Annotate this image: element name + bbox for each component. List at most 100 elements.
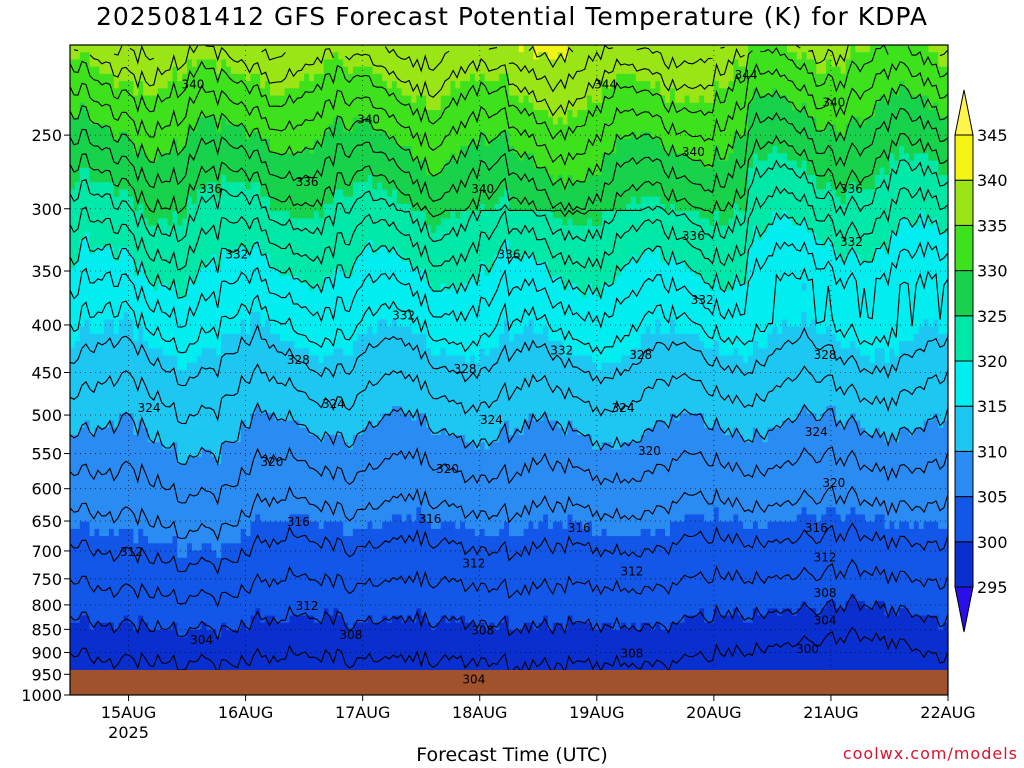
field-cell [767, 66, 773, 75]
field-cell [74, 146, 81, 154]
field-cell [933, 211, 939, 219]
field-cell [855, 225, 861, 234]
field-cell [582, 160, 588, 169]
field-cell [484, 146, 491, 154]
field-cell [460, 211, 466, 219]
field-cell [167, 240, 174, 248]
field-cell [655, 240, 661, 248]
field-cell [538, 45, 544, 53]
field-cell [723, 73, 730, 82]
field-cell [767, 211, 773, 219]
field-cell [523, 240, 530, 248]
field-cell [143, 81, 149, 89]
field-cell [826, 167, 832, 176]
field-cell [830, 124, 837, 133]
field-cell [757, 138, 764, 147]
field-cell [352, 160, 359, 169]
field-cell [830, 138, 837, 147]
field-cell [704, 95, 710, 104]
field-cell [304, 182, 310, 191]
field-cell [89, 182, 95, 191]
field-cell [782, 81, 788, 89]
field-cell [74, 59, 81, 68]
field-cell [89, 240, 95, 248]
field-cell [221, 189, 227, 198]
field-cell [411, 117, 417, 126]
field-cell [235, 225, 242, 234]
field-cell [128, 232, 135, 241]
field-cell [138, 225, 144, 234]
field-cell [187, 138, 193, 147]
field-cell [679, 66, 686, 75]
field-cell [235, 59, 242, 68]
field-cell [865, 160, 871, 169]
field-cell [109, 88, 115, 97]
field-cell [879, 73, 886, 82]
field-cell [479, 102, 486, 111]
field-cell [382, 110, 388, 118]
field-cell [352, 95, 359, 104]
field-cell [621, 138, 627, 147]
field-cell [182, 203, 188, 212]
field-cell [338, 167, 344, 176]
field-cell [109, 225, 115, 234]
field-cell [318, 117, 325, 126]
field-cell [245, 45, 252, 53]
field-cell [206, 211, 213, 219]
field-cell [138, 110, 144, 118]
field-cell [757, 59, 764, 68]
field-cell [309, 117, 315, 126]
field-cell [728, 95, 734, 104]
field-cell [908, 153, 915, 162]
field-cell [274, 110, 281, 118]
field-cell [289, 102, 295, 111]
field-cell [299, 218, 305, 227]
field-cell [660, 146, 666, 154]
field-cell [548, 167, 554, 176]
field-cell [323, 73, 330, 82]
field-cell [645, 59, 652, 68]
field-cell [543, 203, 549, 212]
field-cell [591, 131, 598, 140]
field-cell [411, 102, 417, 111]
field-cell [640, 138, 647, 147]
field-cell [655, 45, 661, 53]
field-cell [782, 59, 788, 68]
field-cell [118, 146, 125, 154]
field-cell [557, 110, 564, 118]
field-cell [372, 81, 378, 89]
field-cell [606, 225, 613, 234]
field-cell [387, 211, 393, 219]
field-cell [489, 95, 495, 104]
field-cell [128, 225, 135, 234]
field-cell [845, 45, 852, 53]
field-cell [299, 95, 305, 104]
field-cell [284, 182, 291, 191]
field-cell [587, 203, 593, 212]
field-cell [679, 81, 686, 89]
field-cell [118, 124, 125, 133]
field-cell [708, 117, 715, 126]
field-cell [704, 240, 710, 248]
field-cell [821, 66, 827, 75]
field-cell [616, 95, 622, 104]
field-cell [143, 153, 149, 162]
field-cell [587, 59, 593, 68]
field-cell [191, 138, 198, 147]
field-cell [323, 110, 330, 118]
field-cell [879, 175, 886, 183]
field-cell [806, 102, 813, 111]
field-cell [372, 175, 378, 183]
field-cell [465, 182, 471, 191]
field-cell [396, 196, 403, 205]
field-cell [577, 95, 583, 104]
field-cell [401, 218, 408, 227]
field-cell [367, 138, 374, 147]
field-cell [640, 59, 647, 68]
field-cell [894, 160, 900, 169]
field-cell [772, 189, 778, 198]
field-cell [133, 196, 139, 205]
field-cell [411, 189, 417, 198]
field-cell [148, 146, 154, 154]
field-cell [240, 66, 247, 75]
